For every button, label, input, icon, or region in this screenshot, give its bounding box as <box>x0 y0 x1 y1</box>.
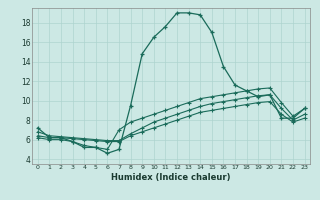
X-axis label: Humidex (Indice chaleur): Humidex (Indice chaleur) <box>111 173 231 182</box>
